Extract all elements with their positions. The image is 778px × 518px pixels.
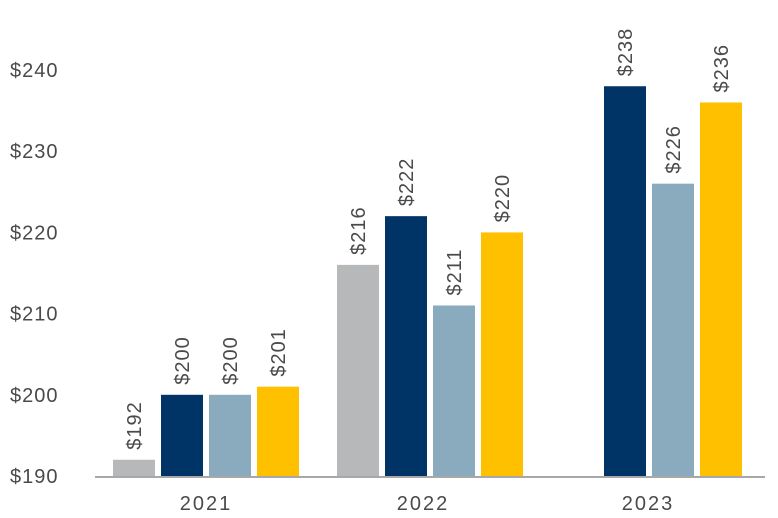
bar-2023-series-4: [700, 102, 742, 476]
bar-2022-series-4: [481, 232, 523, 476]
y-tick-label: $210: [10, 304, 59, 326]
data-label: $200: [172, 336, 194, 385]
bar-2022-series-3: [433, 305, 475, 476]
data-label: $238: [615, 28, 637, 77]
x-tick-label: 2022: [397, 493, 450, 515]
data-label: $200: [220, 336, 242, 385]
data-label: $216: [348, 206, 370, 255]
bar-2021-series-1: [113, 459, 155, 476]
bar-2021-series-4: [257, 386, 299, 476]
bar-2023-series-3: [652, 183, 694, 476]
bar-2023-series-2: [604, 86, 646, 477]
x-tick-label: 2021: [180, 493, 233, 515]
data-label: $226: [663, 125, 685, 174]
x-axis: 2021 2022 2023: [180, 493, 675, 515]
x-tick-label: 2023: [622, 493, 675, 515]
y-tick-label: $230: [10, 141, 59, 163]
y-tick-label: $220: [10, 222, 59, 244]
y-tick-label: $200: [10, 385, 59, 407]
data-label: $201: [268, 328, 290, 377]
bar-2022-series-2: [385, 216, 427, 476]
y-tick-label: $240: [10, 60, 59, 82]
data-label: $192: [124, 401, 146, 450]
bars: [113, 86, 742, 477]
bar-2021-series-3: [209, 394, 251, 476]
data-label: $222: [396, 158, 418, 207]
data-label: $211: [444, 248, 466, 295]
data-labels: $192 $200 $200 $201 $216 $222 $211 $220 $238 $226…: [124, 28, 733, 450]
y-tick-label: $190: [10, 466, 59, 488]
bar-2022-series-1: [337, 264, 379, 476]
data-label: $220: [492, 174, 514, 223]
bar-2021-series-2: [161, 394, 203, 476]
data-label: $236: [711, 44, 733, 93]
y-axis: $190 $200 $210 $220 $230 $240: [10, 60, 59, 488]
